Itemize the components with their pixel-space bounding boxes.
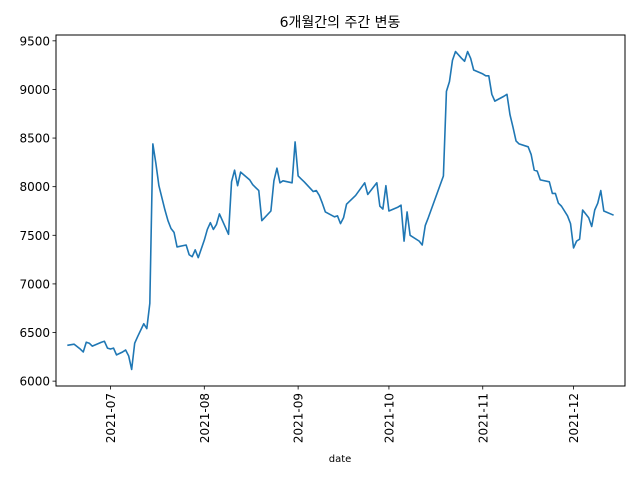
x-tick-label: 2021-10	[382, 393, 396, 443]
chart-title: 6개월간의 주간 변동	[280, 15, 401, 31]
series-line	[67, 50, 614, 371]
x-tick-label: 2021-11	[476, 393, 490, 443]
y-tick-label: 8000	[19, 180, 50, 194]
y-tick-label: 7000	[19, 277, 50, 291]
y-tick-label: 8500	[19, 132, 50, 146]
y-tick-label: 9000	[19, 83, 50, 97]
x-tick-label: 2021-07	[104, 393, 118, 443]
y-axis: 6000 6500 7000 7500 8000 8500 9000 9500	[19, 34, 56, 389]
y-tick-label: 6500	[19, 326, 50, 340]
plot-frame	[55, 34, 626, 387]
y-tick-label: 9500	[19, 34, 50, 48]
x-tick-label: 2021-12	[567, 393, 581, 443]
y-tick-label: 6000	[19, 375, 50, 389]
plot-area	[67, 50, 614, 371]
x-axis-label: date	[329, 454, 352, 465]
y-tick-label: 7500	[19, 229, 50, 243]
x-axis: 2021-07 2021-08 2021-09 2021-10 2021-11 2021-…	[104, 386, 581, 443]
x-tick-label: 2021-09	[292, 393, 306, 443]
x-tick-label: 2021-08	[198, 393, 212, 443]
